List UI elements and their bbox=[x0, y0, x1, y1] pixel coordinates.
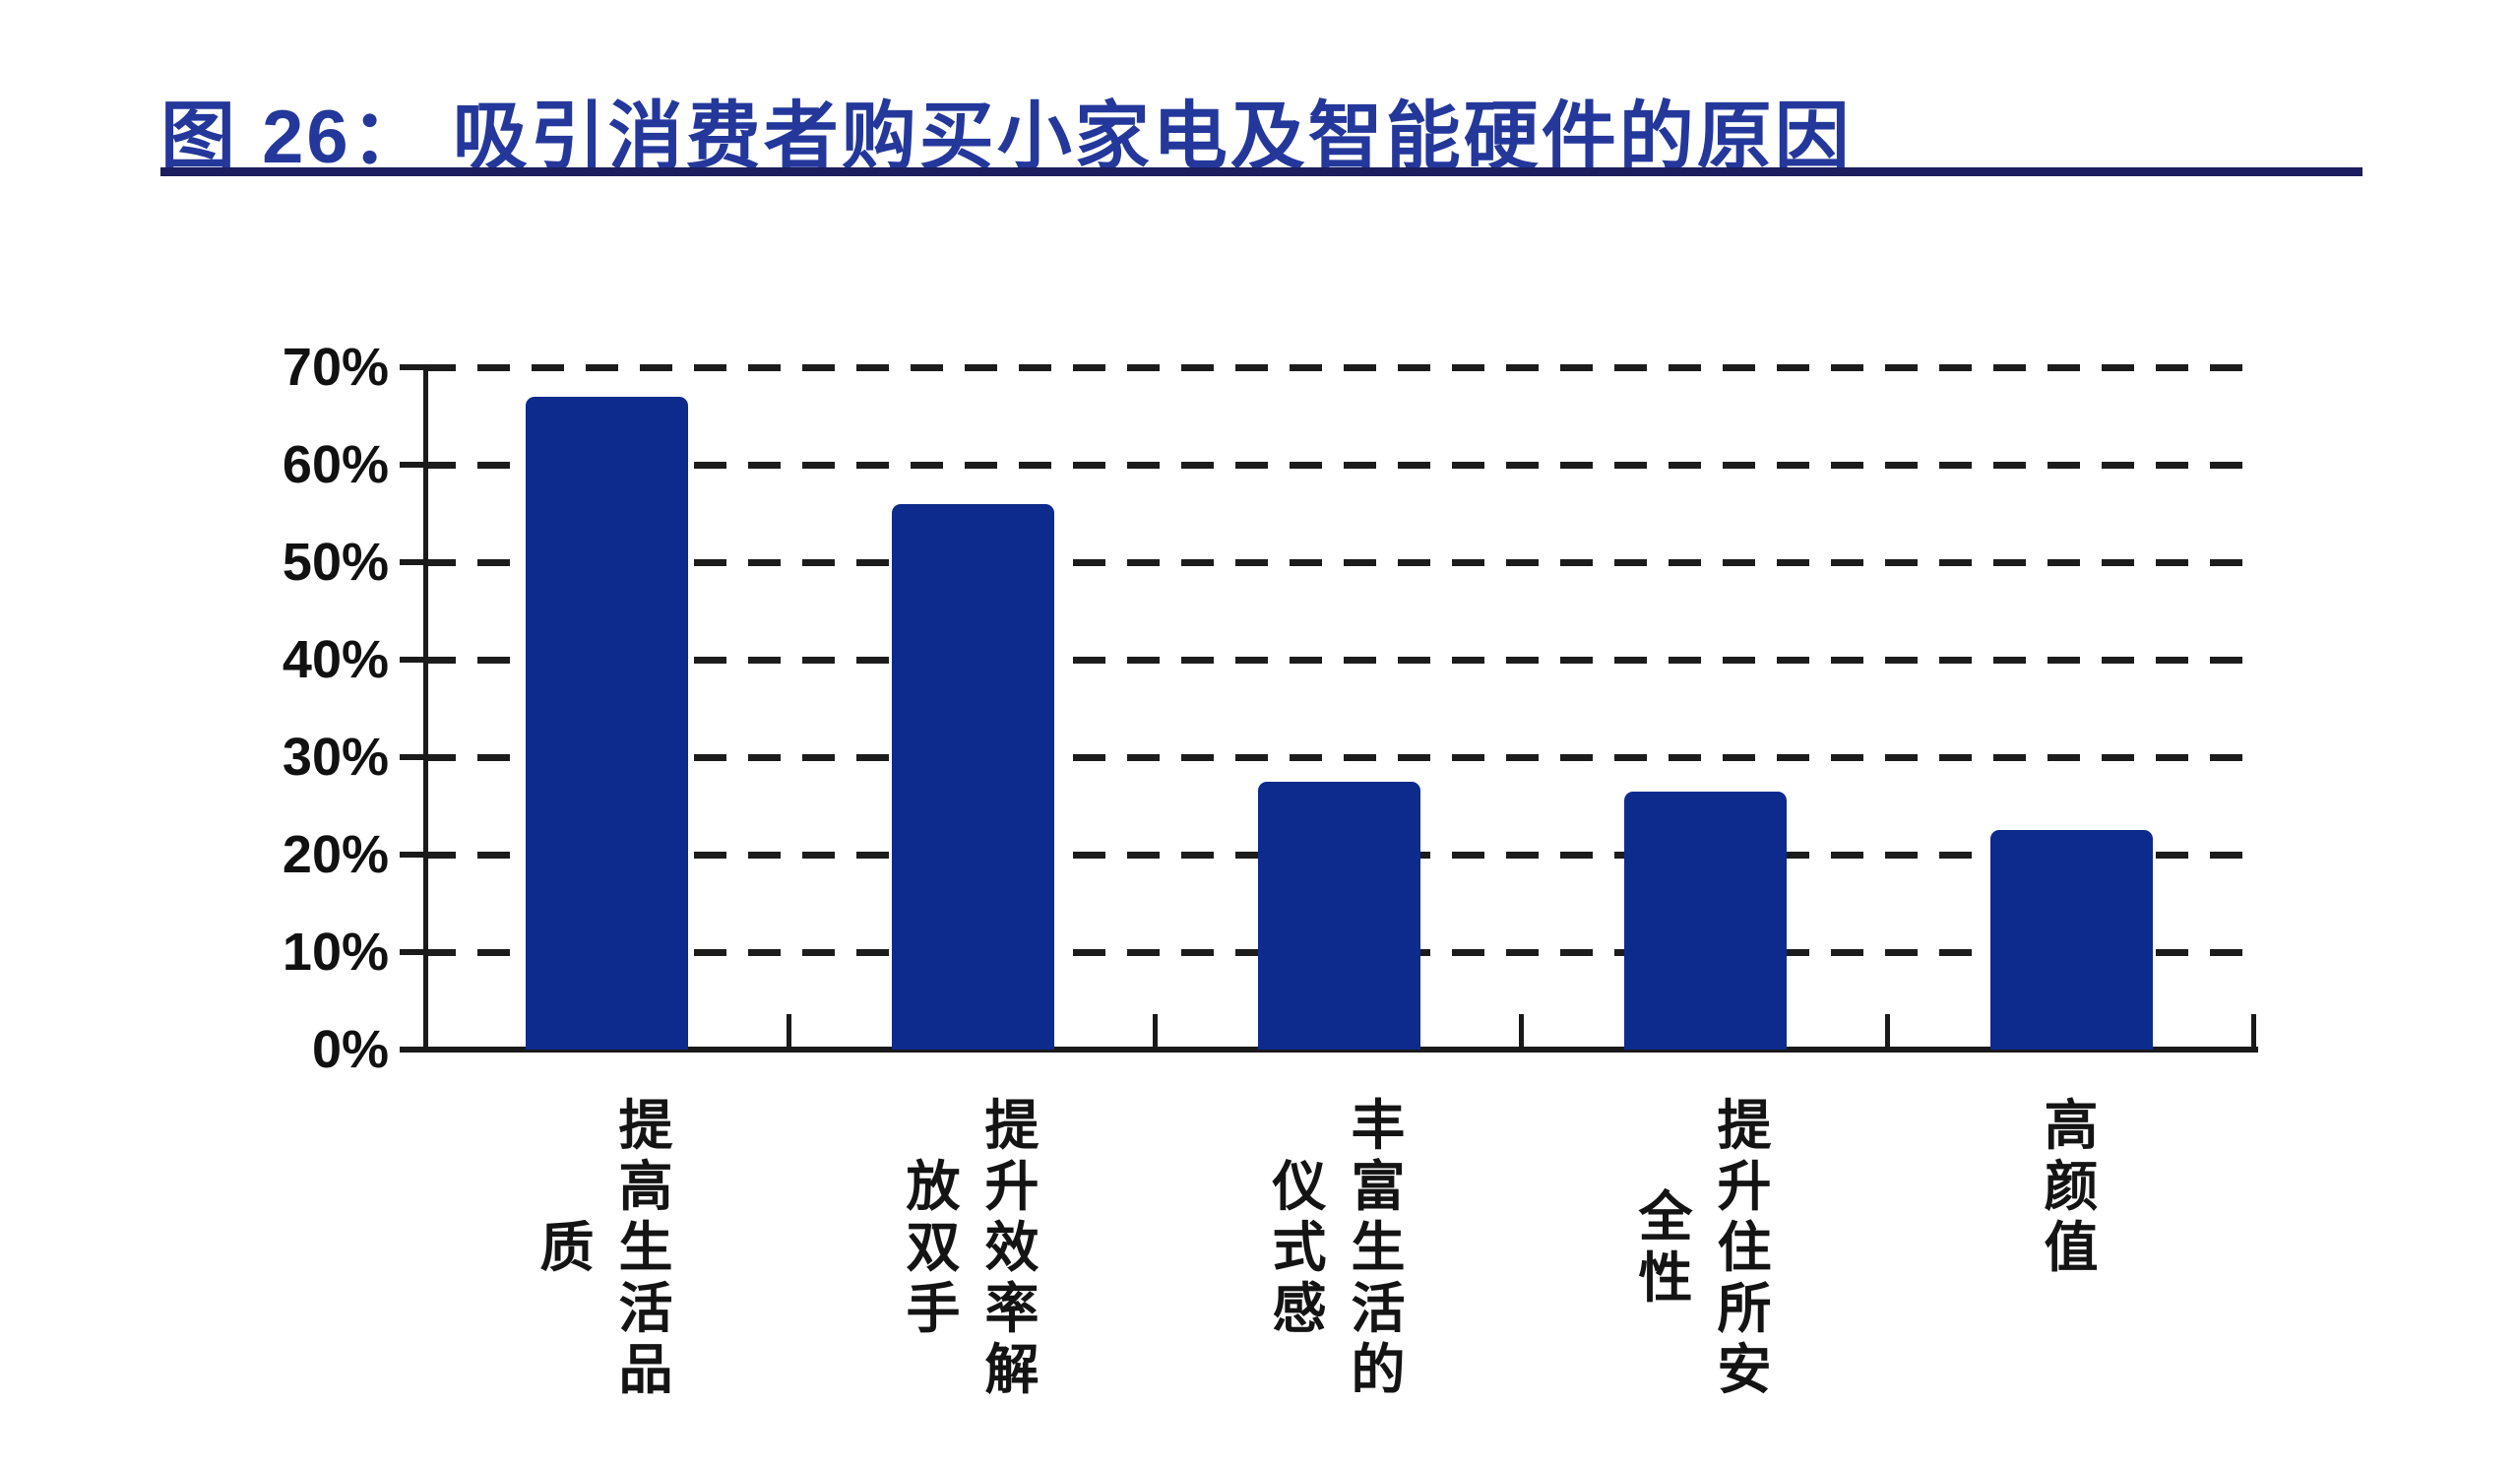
bar-丰富生活的仪式感 bbox=[1257, 781, 1420, 1050]
grid-line-50 bbox=[423, 559, 2254, 566]
y-tick-label-40: 40% bbox=[282, 630, 389, 689]
y-tick-label-70: 70% bbox=[282, 338, 389, 397]
grid-line-30 bbox=[423, 754, 2254, 761]
y-tick-label-50: 50% bbox=[282, 533, 389, 592]
figure-title: 图 26： 吸引消费者购买小家电及智能硬件的原因 bbox=[160, 95, 1853, 179]
category-label-提升效率解放双手: 提升效率解 放双手 bbox=[903, 1095, 1042, 1400]
category-label-column: 提高生活品 bbox=[618, 1095, 673, 1400]
category-label-column: 仪式感 bbox=[1272, 1156, 1327, 1339]
y-tick-label-30: 30% bbox=[282, 728, 389, 787]
y-axis-tick-60 bbox=[400, 462, 425, 468]
category-label-提高生活品质: 提高生活品质 bbox=[536, 1095, 676, 1400]
y-tick-label-60: 60% bbox=[282, 435, 389, 494]
y-axis-tick-70 bbox=[400, 364, 425, 370]
x-axis-tick-5 bbox=[2251, 1014, 2256, 1050]
y-tick-label-0: 0% bbox=[311, 1020, 389, 1079]
category-label-提升住所安全性: 提升住所安 全性 bbox=[1635, 1095, 1775, 1400]
x-axis-tick-3 bbox=[1519, 1014, 1524, 1050]
title-divider bbox=[160, 167, 2362, 176]
x-axis-tick-4 bbox=[1885, 1014, 1890, 1050]
category-label-column: 质 bbox=[539, 1217, 595, 1278]
category-label-column: 提升住所安 bbox=[1717, 1095, 1772, 1400]
x-axis-tick-1 bbox=[787, 1014, 791, 1050]
bar-高颜值 bbox=[1989, 830, 2153, 1050]
category-label-丰富生活的仪式感: 丰富生活的 仪式感 bbox=[1269, 1095, 1409, 1400]
y-axis-tick-0 bbox=[400, 1047, 425, 1053]
y-axis-line bbox=[423, 367, 428, 1053]
bar-提高生活品质 bbox=[525, 396, 688, 1050]
x-axis-line bbox=[419, 1047, 2258, 1053]
category-label-column: 高颜值 bbox=[2044, 1095, 2099, 1278]
category-label-column: 全性 bbox=[1638, 1186, 1693, 1309]
y-tick-label-20: 20% bbox=[282, 825, 389, 884]
y-axis-tick-20 bbox=[400, 852, 425, 858]
y-tick-label-10: 10% bbox=[282, 923, 389, 982]
bar-提升效率解放双手 bbox=[891, 503, 1054, 1050]
y-axis-tick-40 bbox=[400, 657, 425, 663]
category-label-column: 提升效率解 bbox=[984, 1095, 1040, 1400]
grid-line-70 bbox=[423, 364, 2254, 371]
x-axis-tick-2 bbox=[1153, 1014, 1158, 1050]
category-label-高颜值: 高颜值 bbox=[2041, 1095, 2102, 1278]
category-label-column: 放双手 bbox=[906, 1156, 961, 1339]
grid-line-60 bbox=[423, 462, 2254, 469]
y-axis-tick-50 bbox=[400, 559, 425, 565]
category-label-column: 丰富生活的 bbox=[1351, 1095, 1406, 1400]
y-axis-tick-30 bbox=[400, 754, 425, 760]
y-axis-tick-10 bbox=[400, 949, 425, 955]
grid-line-40 bbox=[423, 657, 2254, 664]
bar-提升住所安全性 bbox=[1623, 791, 1787, 1050]
